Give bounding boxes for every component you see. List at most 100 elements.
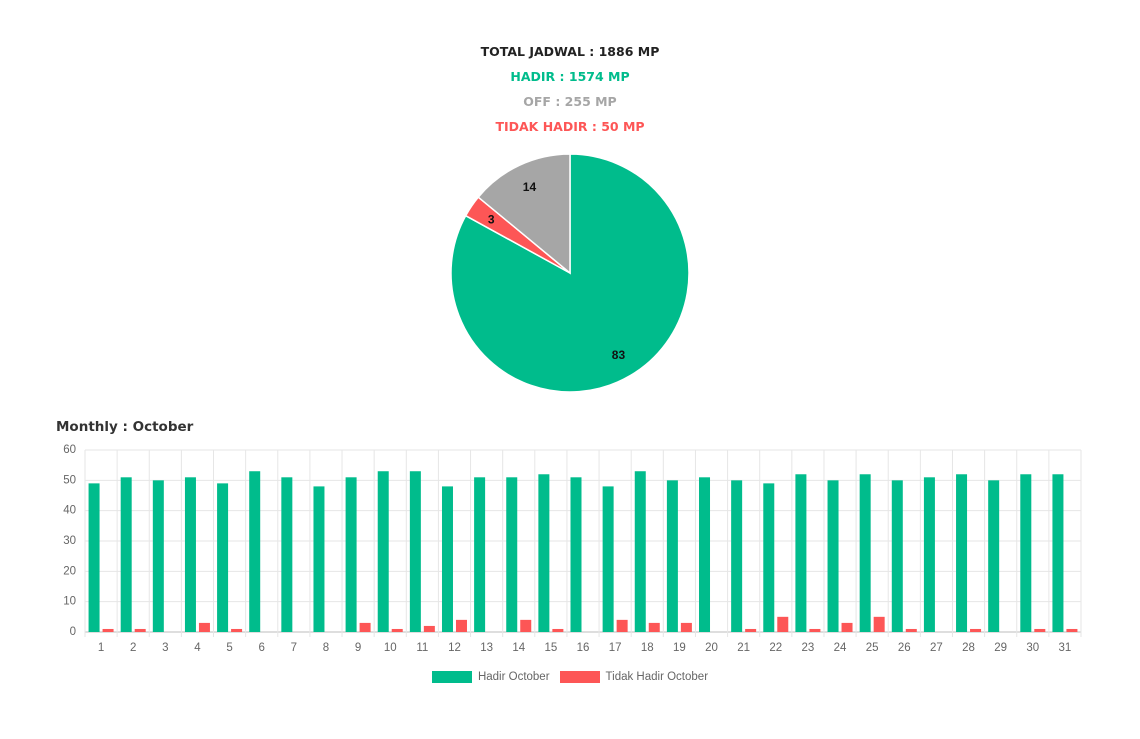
x-tick-label: 28 — [962, 642, 975, 654]
legend-swatch-hadir — [431, 671, 472, 683]
bar-hadir-day-26[interactable] — [891, 480, 903, 632]
x-tick-label: 26 — [898, 642, 911, 654]
bar-tidak-hadir-day-18[interactable] — [648, 622, 660, 632]
bar-tidak-hadir-day-1[interactable] — [102, 628, 114, 632]
bar-hadir-day-8[interactable] — [313, 486, 325, 632]
bar-tidak-hadir-day-23[interactable] — [809, 628, 821, 632]
x-tick-label: 13 — [480, 642, 493, 654]
x-tick-label: 23 — [802, 642, 815, 654]
pie-data-label-2: 14 — [523, 180, 537, 194]
bar-hadir-day-4[interactable] — [184, 477, 196, 632]
x-tick-label: 24 — [834, 642, 847, 654]
summary-hadir: HADIR : 1574 MP — [510, 69, 630, 84]
legend-label-hadir: Hadir October — [477, 671, 550, 683]
legend-item-hadir[interactable]: Hadir October — [431, 671, 550, 683]
x-tick-label: 19 — [673, 642, 686, 654]
bar-tidak-hadir-day-21[interactable] — [745, 628, 757, 632]
bar-hadir-day-29[interactable] — [988, 480, 1000, 632]
bar-tidak-hadir-day-15[interactable] — [552, 628, 564, 632]
bar-hadir-day-22[interactable] — [763, 483, 775, 632]
bar-hadir-day-31[interactable] — [1052, 474, 1064, 632]
x-tick-label: 16 — [577, 642, 590, 654]
bar-hadir-day-25[interactable] — [859, 474, 871, 632]
pie-data-label-1: 3 — [488, 212, 495, 226]
y-tick-label: 20 — [63, 565, 76, 577]
x-tick-label: 21 — [737, 642, 750, 654]
x-tick-label: 2 — [130, 642, 136, 654]
bar-tidak-hadir-day-26[interactable] — [905, 628, 917, 632]
bar-tidak-hadir-day-31[interactable] — [1066, 628, 1078, 632]
bar-hadir-day-5[interactable] — [217, 483, 229, 632]
bar-tidak-hadir-day-17[interactable] — [616, 619, 628, 632]
summary-total: TOTAL JADWAL : 1886 MP — [480, 44, 660, 59]
pie-slice-2[interactable] — [477, 153, 571, 275]
x-tick-label: 17 — [609, 642, 622, 654]
x-tick-label: 12 — [448, 642, 461, 654]
bar-tidak-hadir-day-11[interactable] — [423, 625, 435, 632]
bar-tidak-hadir-day-12[interactable] — [455, 619, 467, 632]
bar-hadir-day-10[interactable] — [377, 471, 389, 632]
bar-hadir-day-15[interactable] — [538, 474, 550, 632]
x-tick-label: 3 — [162, 642, 168, 654]
y-tick-label: 0 — [70, 626, 76, 638]
bar-hadir-day-23[interactable] — [795, 474, 807, 632]
bar-hadir-day-6[interactable] — [249, 471, 261, 632]
x-tick-label: 5 — [226, 642, 232, 654]
bar-hadir-day-27[interactable] — [923, 477, 935, 632]
bar-tidak-hadir-day-2[interactable] — [134, 628, 146, 632]
bar-tidak-hadir-day-5[interactable] — [231, 628, 243, 632]
x-tick-label: 14 — [512, 642, 525, 654]
bar-hadir-day-3[interactable] — [152, 480, 164, 632]
bar-hadir-day-2[interactable] — [120, 477, 132, 632]
x-tick-label: 1 — [98, 642, 104, 654]
legend-label-tidak-hadir: Tidak Hadir October — [605, 671, 709, 683]
y-tick-label: 60 — [63, 444, 76, 456]
bar-tidak-hadir-day-24[interactable] — [841, 622, 853, 632]
bar-tidak-hadir-day-25[interactable] — [873, 616, 885, 632]
x-tick-label: 20 — [705, 642, 718, 654]
bar-hadir-day-19[interactable] — [666, 480, 678, 632]
bar-tidak-hadir-day-4[interactable] — [198, 622, 210, 632]
bar-hadir-day-14[interactable] — [506, 477, 518, 632]
bar-tidak-hadir-day-10[interactable] — [391, 628, 403, 632]
bar-tidak-hadir-day-19[interactable] — [680, 622, 692, 632]
y-tick-label: 40 — [63, 505, 76, 517]
bar-tidak-hadir-day-28[interactable] — [970, 628, 982, 632]
x-tick-label: 11 — [416, 642, 428, 654]
x-tick-label: 30 — [1026, 642, 1039, 654]
y-tick-label: 30 — [63, 535, 76, 547]
bar-hadir-day-30[interactable] — [1020, 474, 1032, 632]
bar-tidak-hadir-day-30[interactable] — [1034, 628, 1046, 632]
summary-tidak-hadir: TIDAK HADIR : 50 MP — [495, 119, 645, 134]
x-tick-label: 6 — [259, 642, 265, 654]
bar-hadir-day-24[interactable] — [827, 480, 839, 632]
x-tick-label: 31 — [1059, 642, 1072, 654]
pie-data-label-0: 83 — [612, 348, 626, 362]
bar-hadir-day-12[interactable] — [441, 486, 453, 632]
x-tick-label: 7 — [291, 642, 297, 654]
bar-hadir-day-20[interactable] — [699, 477, 711, 632]
bar-hadir-day-21[interactable] — [731, 480, 743, 632]
legend-swatch-tidak-hadir — [559, 671, 600, 683]
legend-item-tidak-hadir[interactable]: Tidak Hadir October — [559, 671, 709, 683]
x-tick-label: 25 — [866, 642, 879, 654]
x-tick-label: 15 — [544, 642, 557, 654]
bar-hadir-day-17[interactable] — [602, 486, 614, 632]
bar-tidak-hadir-day-9[interactable] — [359, 622, 371, 632]
y-tick-label: 10 — [63, 596, 76, 608]
bar-tidak-hadir-day-14[interactable] — [520, 619, 532, 632]
bar-tidak-hadir-day-22[interactable] — [777, 616, 789, 632]
y-tick-label: 50 — [63, 474, 76, 486]
x-tick-label: 4 — [194, 642, 201, 654]
bar-chart-legend: Hadir October Tidak Hadir October — [0, 671, 1140, 683]
bar-hadir-day-11[interactable] — [409, 471, 421, 632]
x-tick-label: 18 — [641, 642, 654, 654]
bar-hadir-day-1[interactable] — [88, 483, 100, 632]
bar-hadir-day-7[interactable] — [281, 477, 293, 632]
bar-hadir-day-18[interactable] — [634, 471, 646, 632]
bar-hadir-day-9[interactable] — [345, 477, 357, 632]
bar-hadir-day-16[interactable] — [570, 477, 582, 632]
bar-hadir-day-28[interactable] — [956, 474, 968, 632]
bar-hadir-day-13[interactable] — [474, 477, 486, 632]
x-tick-label: 10 — [384, 642, 397, 654]
